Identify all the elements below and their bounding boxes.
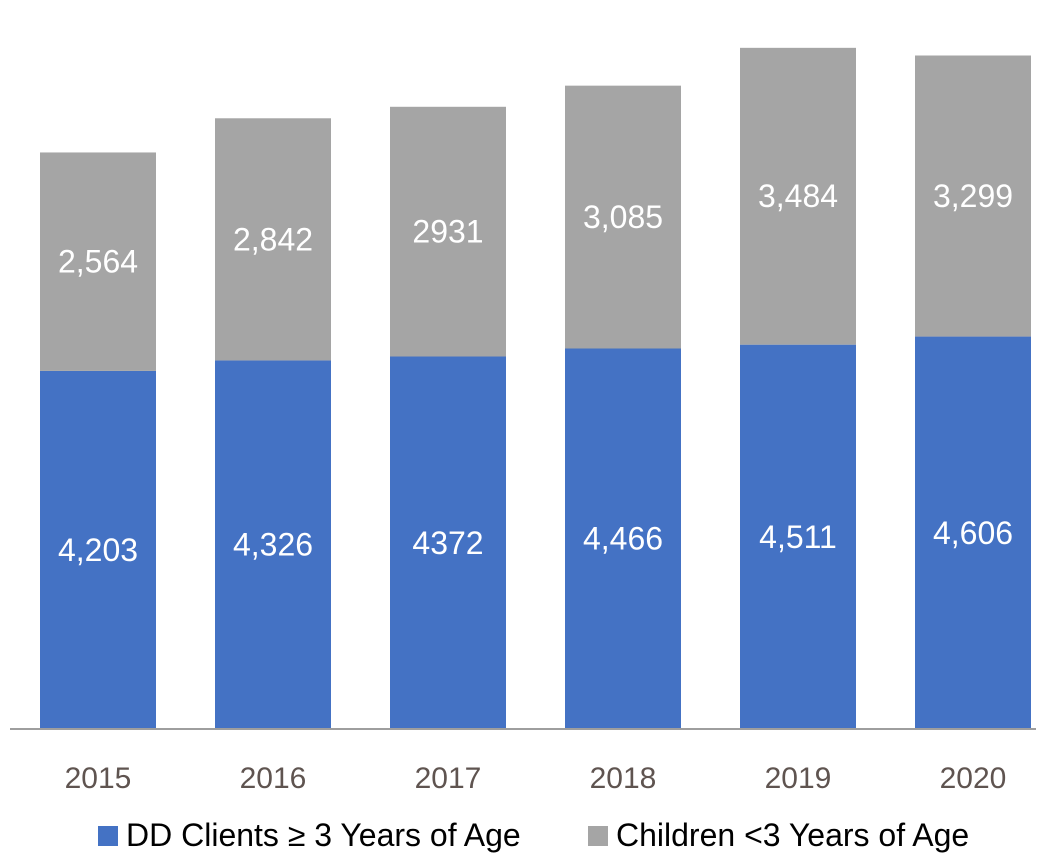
data-labels-layer: 4,203 2,564 4,326 2,842 4372 2931 4,466 3,085 4,… bbox=[58, 178, 1013, 568]
x-tick-label-2020: 2020 bbox=[940, 762, 1007, 795]
bar-dd-clients-2017 bbox=[390, 356, 506, 729]
bar-children-2016 bbox=[215, 118, 331, 361]
data-label-dd-clients-2016: 4,326 bbox=[233, 527, 313, 563]
data-label-dd-clients-2015: 4,203 bbox=[58, 532, 138, 568]
bar-dd-clients-2016 bbox=[215, 360, 331, 729]
x-tick-label-2018: 2018 bbox=[590, 762, 657, 795]
legend-swatch-dd-clients bbox=[98, 826, 118, 846]
bar-children-2017 bbox=[390, 106, 506, 357]
x-tick-label-2016: 2016 bbox=[240, 762, 307, 795]
legend-item-children: Children <3 Years of Age bbox=[588, 817, 969, 853]
data-label-dd-clients-2019: 4,511 bbox=[759, 519, 837, 555]
bars-layer bbox=[40, 47, 1031, 729]
x-tick-label-2017: 2017 bbox=[415, 762, 482, 795]
data-label-children-2019: 3,484 bbox=[758, 178, 838, 214]
bar-children-2018 bbox=[565, 85, 681, 349]
x-tick-label-2015: 2015 bbox=[65, 762, 132, 795]
bar-dd-clients-2015 bbox=[40, 370, 156, 729]
data-label-dd-clients-2017: 4372 bbox=[412, 525, 483, 561]
legend-item-dd-clients: DD Clients ≥ 3 Years of Age bbox=[98, 817, 521, 853]
bar-dd-clients-2018 bbox=[565, 348, 681, 729]
data-label-dd-clients-2018: 4,466 bbox=[583, 521, 663, 557]
x-tick-labels: 2015 2016 2017 2018 2019 2020 bbox=[65, 762, 1007, 795]
data-label-dd-clients-2020: 4,606 bbox=[933, 515, 1013, 551]
legend-label-children: Children <3 Years of Age bbox=[616, 817, 969, 853]
bar-children-2015 bbox=[40, 152, 156, 371]
data-label-children-2020: 3,299 bbox=[933, 178, 1013, 214]
data-label-children-2015: 2,564 bbox=[58, 244, 138, 280]
bar-children-2019 bbox=[740, 47, 856, 345]
legend-label-dd-clients: DD Clients ≥ 3 Years of Age bbox=[126, 817, 521, 853]
data-label-children-2018: 3,085 bbox=[583, 199, 663, 235]
data-label-children-2017: 2931 bbox=[412, 214, 483, 250]
legend: DD Clients ≥ 3 Years of Age Children <3 … bbox=[98, 817, 969, 853]
bar-dd-clients-2020 bbox=[915, 336, 1031, 729]
data-label-children-2016: 2,842 bbox=[233, 221, 313, 257]
x-tick-label-2019: 2019 bbox=[765, 762, 832, 795]
bar-children-2020 bbox=[915, 55, 1031, 337]
legend-swatch-children bbox=[588, 826, 608, 846]
bar-dd-clients-2019 bbox=[740, 344, 856, 729]
